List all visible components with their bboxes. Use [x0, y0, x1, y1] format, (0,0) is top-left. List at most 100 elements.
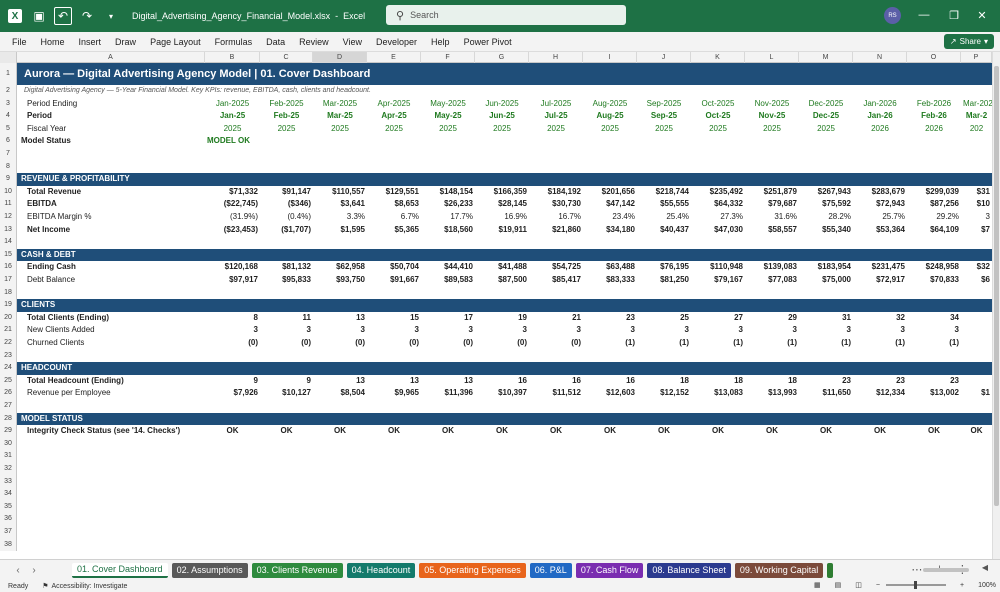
period-cell[interactable]: Oct-2025 [701, 98, 735, 108]
sheet-tab[interactable]: 01. Cover Dashboard [72, 562, 168, 578]
model-status-label[interactable]: Model Status [21, 136, 71, 146]
table-cell[interactable]: $10,397 [498, 388, 527, 398]
table-cell[interactable]: $97,917 [229, 275, 258, 284]
table-cell[interactable]: 23 [896, 375, 905, 385]
table-cell[interactable]: $85,417 [552, 275, 581, 284]
column-header-l[interactable]: L [745, 52, 799, 63]
table-cell[interactable]: 3 [360, 325, 365, 335]
table-cell[interactable]: 31.6% [774, 212, 797, 221]
table-cell[interactable]: $76,195 [660, 262, 689, 272]
vertical-scroll-thumb[interactable] [994, 66, 999, 506]
table-cell[interactable]: 16 [572, 375, 581, 385]
table-cell[interactable]: 23 [950, 375, 959, 385]
table-cell[interactable]: $13,002 [930, 388, 959, 398]
table-cell[interactable]: $9,965 [394, 388, 419, 398]
column-header-j[interactable]: J [637, 52, 691, 63]
zoom-slider[interactable] [886, 581, 946, 589]
table-cell[interactable]: 3 [954, 325, 959, 335]
table-cell[interactable]: $283,679 [871, 186, 905, 196]
table-cell[interactable]: (0) [248, 338, 258, 347]
row-header[interactable]: 36 [0, 513, 17, 526]
period-cell[interactable]: 2025 [493, 123, 511, 133]
table-cell[interactable]: 18 [734, 375, 743, 385]
table-cell[interactable]: $64,109 [930, 224, 959, 234]
ribbon-tab-view[interactable]: View [342, 36, 363, 47]
sheet-tab[interactable]: 09. Working Capital [734, 562, 824, 578]
row-header[interactable]: 7 [0, 148, 17, 161]
table-cell[interactable]: 3 [792, 325, 797, 335]
table-cell[interactable]: $11,396 [444, 388, 473, 398]
table-cell[interactable]: $231,475 [871, 262, 905, 272]
table-cell[interactable]: $267,943 [817, 186, 851, 196]
table-cell[interactable]: 25.7% [882, 212, 905, 221]
column-header-e[interactable]: E [367, 52, 421, 63]
table-cell[interactable]: $7 [981, 224, 990, 234]
ribbon-tab-home[interactable]: Home [40, 36, 65, 47]
column-header-c[interactable]: C [260, 52, 313, 63]
table-cell[interactable]: OK [604, 426, 616, 436]
period-cell[interactable]: Feb-25 [273, 111, 300, 121]
period-cell[interactable]: Mar-2025 [322, 98, 358, 108]
table-cell[interactable]: (31.9%) [229, 212, 258, 221]
page-break-icon[interactable]: ◫ [855, 582, 862, 589]
table-cell[interactable]: 3 [468, 325, 473, 335]
table-cell[interactable]: $64,332 [714, 199, 743, 209]
ribbon-tab-review[interactable]: Review [299, 36, 329, 47]
table-cell[interactable]: $8,504 [340, 388, 365, 398]
table-cell[interactable]: $47,030 [714, 224, 743, 234]
table-cell[interactable]: 3.3% [346, 212, 365, 221]
table-cell[interactable]: 18 [788, 375, 797, 385]
customize-toolbar-icon[interactable]: ▾ [108, 11, 113, 21]
table-cell[interactable]: (1) [949, 338, 959, 347]
table-cell[interactable]: $75,592 [822, 199, 851, 209]
row-label[interactable]: New Clients Added [27, 325, 95, 335]
period-cell[interactable]: Sep-2025 [646, 98, 682, 108]
more-sheets-icon[interactable]: ⋯ [911, 564, 923, 576]
row-label[interactable]: Total Clients (Ending) [27, 312, 110, 322]
table-cell[interactable]: OK [970, 426, 983, 436]
row-label[interactable]: Debt Balance [27, 275, 76, 284]
select-all-corner[interactable] [0, 52, 17, 63]
table-cell[interactable]: $40,437 [660, 224, 689, 234]
row-header[interactable]: 32 [0, 463, 17, 476]
table-cell[interactable]: $13,083 [714, 388, 743, 398]
table-cell[interactable]: $129,551 [385, 186, 419, 196]
table-cell[interactable]: 27.3% [720, 212, 743, 221]
table-cell[interactable]: $26,233 [444, 199, 473, 209]
table-cell[interactable]: (1) [625, 338, 635, 347]
ribbon-tab-file[interactable]: File [12, 36, 27, 47]
table-cell[interactable]: OK [874, 426, 886, 436]
table-cell[interactable]: $166,359 [493, 186, 527, 196]
table-cell[interactable]: $18,560 [444, 224, 473, 234]
table-cell[interactable]: $183,954 [817, 262, 851, 272]
table-cell[interactable]: $8,653 [394, 199, 419, 209]
table-cell[interactable]: $81,132 [282, 262, 311, 272]
table-cell[interactable]: $58,557 [768, 224, 797, 234]
period-cell[interactable]: 2025 [439, 123, 457, 133]
table-cell[interactable]: $95,833 [282, 275, 311, 284]
table-cell[interactable]: OK [496, 426, 508, 436]
period-cell[interactable]: 2026 [871, 123, 889, 133]
table-cell[interactable]: 23 [626, 312, 635, 322]
column-header-d[interactable]: D [313, 52, 367, 63]
row-label[interactable]: Net Income [27, 224, 71, 234]
table-cell[interactable]: $77,083 [768, 275, 797, 284]
row-label[interactable]: Fiscal Year [27, 123, 67, 133]
table-cell[interactable]: 29 [788, 312, 797, 322]
row-label[interactable]: Period [27, 111, 52, 121]
table-cell[interactable]: (1) [895, 338, 905, 347]
period-cell[interactable]: 2026 [925, 123, 943, 133]
row-header[interactable]: 37 [0, 526, 17, 539]
column-header-n[interactable]: N [853, 52, 907, 63]
page-layout-icon[interactable]: ▤ [834, 582, 842, 589]
table-cell[interactable]: $87,500 [498, 275, 527, 284]
table-cell[interactable]: 17.7% [450, 212, 473, 221]
table-cell[interactable]: $235,492 [709, 186, 743, 196]
avatar[interactable]: RS [884, 7, 901, 24]
table-cell[interactable]: 3 [738, 325, 743, 335]
table-cell[interactable]: $41,488 [498, 262, 527, 272]
sheet-tab[interactable]: 04. Headcount [346, 562, 416, 578]
row-header[interactable]: 20 [0, 311, 17, 325]
sheet-tab[interactable]: 08. Balance Sheet [647, 562, 731, 578]
